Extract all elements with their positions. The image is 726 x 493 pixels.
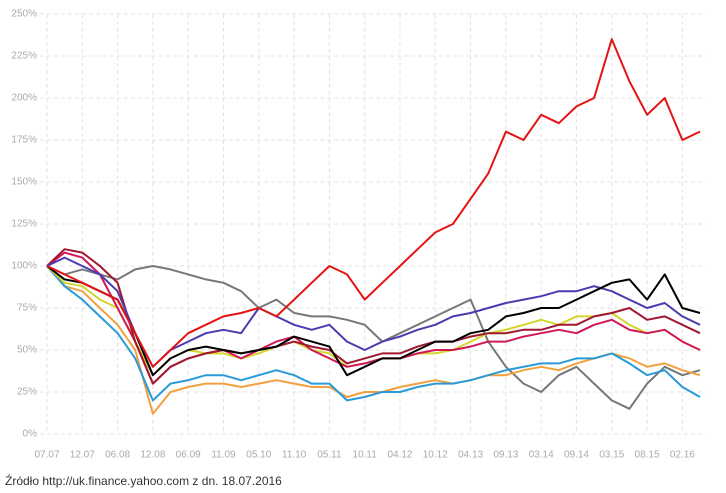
x-tick-label: 11.10 xyxy=(282,450,307,461)
x-tick-label: 10.12 xyxy=(423,450,448,461)
series-line xyxy=(46,265,701,377)
y-tick-label: 175% xyxy=(11,135,37,146)
x-tick-label: 10.11 xyxy=(353,450,378,461)
x-tick-label: 09.13 xyxy=(493,450,518,461)
x-tick-label: 03.14 xyxy=(529,450,554,461)
y-tick-label: 225% xyxy=(11,51,37,62)
x-tick-label: 04.12 xyxy=(387,450,412,461)
series-line xyxy=(46,265,701,402)
x-tick-label: 06.08 xyxy=(105,450,130,461)
x-tick-label: 07.07 xyxy=(34,450,59,461)
x-tick-label: 09.14 xyxy=(564,450,589,461)
y-tick-label: 75% xyxy=(17,303,37,314)
x-tick-label: 12.08 xyxy=(140,450,165,461)
series-line xyxy=(46,265,701,410)
x-tick-label: 06.09 xyxy=(176,450,201,461)
series-line xyxy=(46,248,701,385)
x-tick-label: 02.16 xyxy=(670,450,695,461)
x-tick-label: 11.09 xyxy=(211,450,236,461)
y-tick-label: 200% xyxy=(11,93,37,104)
x-tick-label: 05.10 xyxy=(246,450,271,461)
source-note: Źródło http://uk.finance.yahoo.com z dn.… xyxy=(5,473,282,488)
x-tick-label: 08.15 xyxy=(635,450,660,461)
x-tick-label: 05.11 xyxy=(317,450,342,461)
y-tick-label: 250% xyxy=(11,9,37,20)
y-tick-label: 100% xyxy=(11,261,37,272)
series-line xyxy=(46,38,701,368)
x-tick-label: 03.15 xyxy=(599,450,624,461)
y-tick-label: 150% xyxy=(11,177,37,188)
y-tick-label: 25% xyxy=(17,387,37,398)
y-tick-label: 125% xyxy=(11,219,37,230)
y-tick-label: 0% xyxy=(23,429,38,440)
y-tick-label: 50% xyxy=(17,345,37,356)
x-tick-label: 12.07 xyxy=(70,450,95,461)
x-tick-label: 04.13 xyxy=(458,450,483,461)
